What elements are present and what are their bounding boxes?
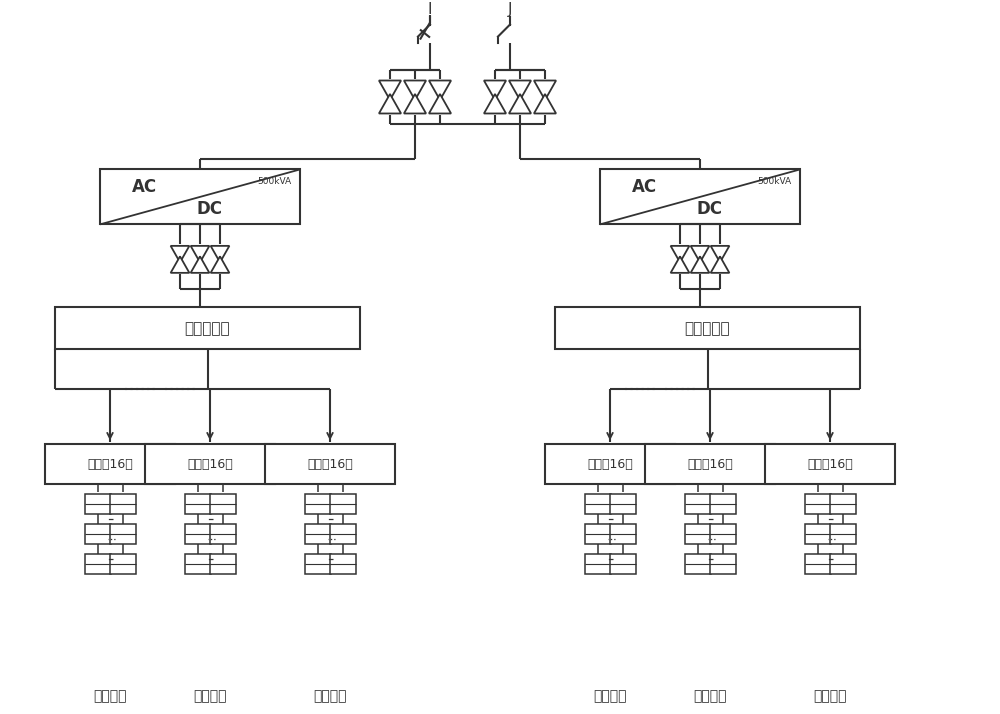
Text: 汇流简16进: 汇流简16进: [187, 458, 233, 471]
Polygon shape: [534, 81, 556, 100]
Bar: [584, 524, 610, 544]
Bar: [804, 554, 830, 574]
Bar: [610, 554, 636, 574]
Text: 汇流简16进: 汇流简16进: [807, 458, 853, 471]
Bar: [110, 524, 136, 544]
Polygon shape: [211, 246, 229, 262]
Polygon shape: [509, 94, 531, 114]
Text: 直流配电柜: 直流配电柜: [685, 321, 730, 336]
Text: DC: DC: [697, 200, 723, 218]
Polygon shape: [171, 246, 189, 262]
Bar: [304, 524, 330, 544]
Bar: [600, 169, 800, 224]
Polygon shape: [484, 94, 506, 114]
Text: 光伏组件: 光伏组件: [313, 689, 347, 703]
Bar: [684, 494, 710, 514]
Polygon shape: [509, 81, 531, 100]
Bar: [645, 444, 775, 484]
Bar: [545, 444, 675, 484]
Polygon shape: [429, 81, 451, 100]
Bar: [555, 307, 860, 349]
Text: 汇流简16进: 汇流简16进: [307, 458, 353, 471]
Bar: [84, 524, 110, 544]
Polygon shape: [711, 256, 729, 273]
Bar: [610, 524, 636, 544]
Bar: [100, 169, 300, 224]
Bar: [304, 554, 330, 574]
Text: DC: DC: [197, 200, 223, 218]
Bar: [830, 524, 856, 544]
Bar: [330, 494, 356, 514]
Bar: [265, 444, 395, 484]
Bar: [84, 494, 110, 514]
Text: 光伏组件: 光伏组件: [693, 689, 727, 703]
Text: 500kVA: 500kVA: [257, 177, 291, 186]
Polygon shape: [711, 246, 729, 262]
Polygon shape: [191, 246, 209, 262]
Text: 500kVA: 500kVA: [757, 177, 791, 186]
Bar: [584, 554, 610, 574]
Polygon shape: [671, 256, 689, 273]
Bar: [210, 494, 236, 514]
Bar: [184, 524, 210, 544]
Text: AC: AC: [631, 178, 657, 196]
Bar: [110, 554, 136, 574]
Bar: [710, 554, 736, 574]
Bar: [145, 444, 275, 484]
Bar: [610, 494, 636, 514]
Polygon shape: [211, 256, 229, 273]
Bar: [710, 494, 736, 514]
Bar: [830, 494, 856, 514]
Text: J: J: [508, 2, 512, 17]
Bar: [765, 444, 895, 484]
Bar: [210, 524, 236, 544]
Polygon shape: [379, 94, 401, 114]
Text: 直流配电柜: 直流配电柜: [185, 321, 230, 336]
Polygon shape: [404, 94, 426, 114]
Bar: [45, 444, 175, 484]
Bar: [110, 494, 136, 514]
Bar: [330, 554, 356, 574]
Polygon shape: [171, 256, 189, 273]
Text: 汇流简16进: 汇流简16进: [587, 458, 633, 471]
Polygon shape: [534, 94, 556, 114]
Bar: [710, 524, 736, 544]
Bar: [304, 494, 330, 514]
Polygon shape: [404, 81, 426, 100]
Text: 光伏组件: 光伏组件: [193, 689, 227, 703]
Bar: [184, 554, 210, 574]
Bar: [330, 524, 356, 544]
Polygon shape: [429, 94, 451, 114]
Bar: [804, 494, 830, 514]
Bar: [84, 554, 110, 574]
Text: 汇流简16进: 汇流简16进: [87, 458, 133, 471]
Text: I: I: [428, 2, 432, 17]
Text: AC: AC: [131, 178, 157, 196]
Polygon shape: [379, 81, 401, 100]
Bar: [184, 494, 210, 514]
Text: 汇流简16进: 汇流简16进: [687, 458, 733, 471]
Bar: [804, 524, 830, 544]
Polygon shape: [691, 246, 709, 262]
Text: 光伏组件: 光伏组件: [593, 689, 627, 703]
Polygon shape: [191, 256, 209, 273]
Polygon shape: [691, 256, 709, 273]
Polygon shape: [484, 81, 506, 100]
Bar: [584, 494, 610, 514]
Text: 光伏组件: 光伏组件: [813, 689, 847, 703]
Bar: [210, 554, 236, 574]
Bar: [684, 554, 710, 574]
Polygon shape: [671, 246, 689, 262]
Text: 光伏组件: 光伏组件: [93, 689, 127, 703]
Bar: [55, 307, 360, 349]
Bar: [684, 524, 710, 544]
Bar: [830, 554, 856, 574]
